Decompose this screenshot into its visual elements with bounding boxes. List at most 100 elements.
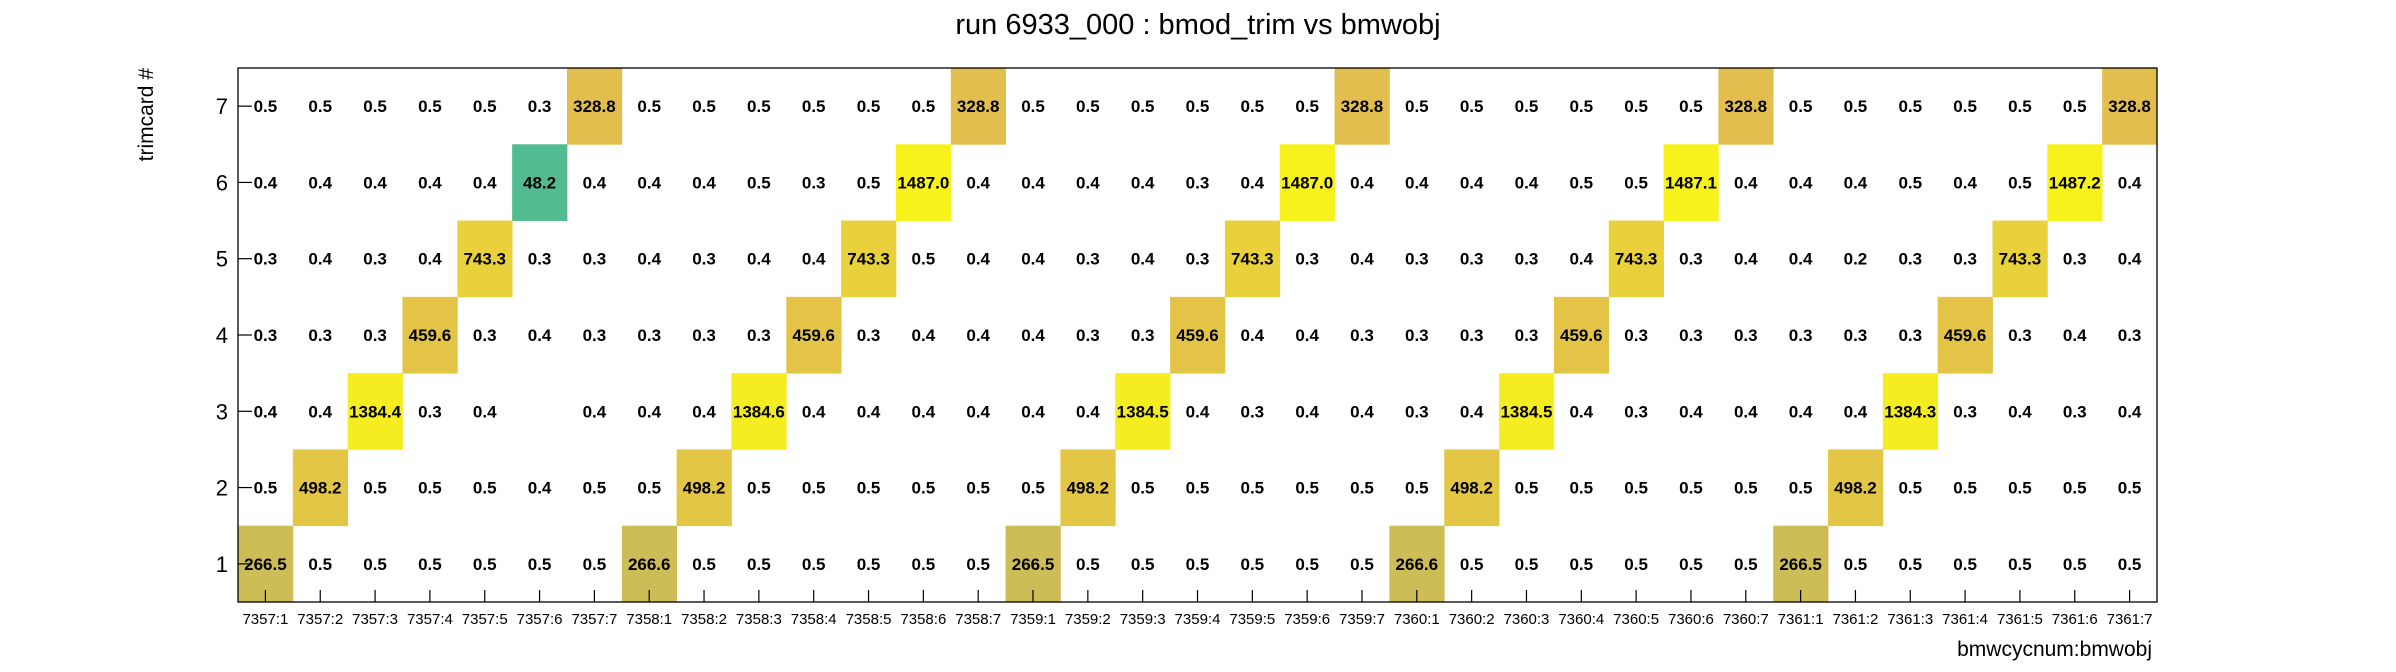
- x-tick-label: 7360:5: [1613, 611, 1659, 628]
- cell-value-label: 0.3: [2008, 326, 2032, 345]
- cell-value-label: 0.5: [308, 97, 332, 116]
- cell-value-label: 0.4: [1076, 402, 1100, 421]
- heatmap-cell: [347, 373, 403, 450]
- cell-value-label: 266.5: [244, 555, 287, 574]
- cell-value-label: 0.4: [747, 250, 771, 269]
- cell-value-label: 459.6: [409, 326, 452, 345]
- cell-value-label: 0.5: [1021, 479, 1045, 498]
- cell-value-label: 0.5: [1953, 555, 1977, 574]
- x-tick-label: 7357:7: [571, 611, 617, 628]
- x-tick-label: 7358:1: [626, 611, 672, 628]
- cell-value-label: 0.4: [308, 402, 332, 421]
- x-tick-label: 7358:5: [846, 611, 892, 628]
- cell-value-label: 0.5: [2008, 555, 2032, 574]
- cell-value-label: 0.3: [1131, 326, 1155, 345]
- cell-value-label: 0.5: [1789, 97, 1813, 116]
- cell-value-label: 266.5: [1779, 555, 1822, 574]
- x-tick-label: 7360:4: [1558, 611, 1604, 628]
- cell-value-label: 498.2: [299, 479, 342, 498]
- cell-value-label: 498.2: [1834, 479, 1877, 498]
- cell-value-label: 0.4: [966, 250, 990, 269]
- cell-value-label: 1384.5: [1500, 402, 1552, 421]
- y-tick-label: 3: [216, 399, 228, 424]
- cell-value-label: 0.5: [1460, 97, 1484, 116]
- cell-value-label: 498.2: [683, 479, 726, 498]
- cell-value-label: 0.4: [418, 173, 442, 192]
- x-tick-label: 7358:4: [791, 611, 837, 628]
- cell-value-label: 0.3: [1515, 326, 1539, 345]
- cell-value-label: 743.3: [847, 250, 890, 269]
- cell-value-label: 0.5: [1898, 479, 1922, 498]
- cell-value-label: 0.5: [857, 173, 881, 192]
- cell-value-label: 0.3: [418, 402, 442, 421]
- cell-value-label: 0.3: [363, 326, 387, 345]
- cell-value-label: 0.4: [1241, 326, 1265, 345]
- cell-value-label: 0.4: [254, 173, 278, 192]
- cell-value-label: 328.8: [1725, 97, 1768, 116]
- cell-value-label: 0.5: [802, 479, 826, 498]
- cell-value-label: 0.4: [1734, 250, 1758, 269]
- cell-value-label: 0.4: [308, 250, 332, 269]
- cell-value-label: 0.3: [528, 250, 552, 269]
- cell-value-label: 328.8: [573, 97, 616, 116]
- heatmap-cell: [1499, 373, 1555, 450]
- cell-value-label: 0.3: [637, 326, 661, 345]
- x-tick-label: 7357:3: [352, 611, 398, 628]
- cell-value-label: 0.3: [254, 250, 278, 269]
- cell-value-label: 0.3: [1076, 250, 1100, 269]
- cell-value-label: 0.5: [1186, 97, 1210, 116]
- x-tick-label: 7361:4: [1942, 611, 1988, 628]
- cell-value-label: 0.5: [1405, 479, 1429, 498]
- cell-value-label: 0.5: [2118, 479, 2142, 498]
- cell-value-label: 743.3: [1615, 250, 1658, 269]
- cell-value-label: 0.5: [583, 479, 607, 498]
- cell-value-label: 0.3: [1186, 250, 1210, 269]
- cell-value-label: 1384.4: [349, 402, 402, 421]
- cell-value-label: 266.5: [1012, 555, 1055, 574]
- cell-value-label: 1384.5: [1117, 402, 1169, 421]
- cell-value-label: 0.3: [363, 250, 387, 269]
- cell-value-label: 0.3: [1350, 326, 1374, 345]
- cell-value-label: 459.6: [1176, 326, 1219, 345]
- x-tick-label: 7359:5: [1229, 611, 1275, 628]
- cell-value-label: 0.4: [802, 250, 826, 269]
- cell-value-label: 0.5: [1076, 97, 1100, 116]
- cell-value-label: 0.4: [966, 326, 990, 345]
- cell-value-label: 0.5: [1515, 97, 1539, 116]
- cell-value-label: 1384.6: [733, 402, 785, 421]
- cell-value-label: 0.5: [473, 479, 497, 498]
- cell-value-label: 0.4: [1350, 402, 1374, 421]
- cell-value-label: 0.4: [1021, 402, 1045, 421]
- cell-value-label: 0.5: [1405, 97, 1429, 116]
- cell-value-label: 0.4: [1021, 250, 1045, 269]
- cell-value-label: 0.5: [912, 250, 936, 269]
- cell-value-label: 0.5: [857, 555, 881, 574]
- cell-value-label: 0.5: [1734, 479, 1758, 498]
- heatmap-cell: [1444, 449, 1500, 527]
- heatmap-cell: [1773, 525, 1829, 603]
- cell-value-label: 0.5: [363, 97, 387, 116]
- cell-value-label: 0.4: [1021, 326, 1045, 345]
- cell-value-label: 0.5: [802, 97, 826, 116]
- cell-value-label: 0.5: [637, 97, 661, 116]
- y-tick-label: 7: [216, 94, 228, 119]
- cell-value-label: 0.3: [2118, 326, 2142, 345]
- heatmap-cell: [950, 68, 1006, 145]
- cell-value-label: 0.5: [308, 555, 332, 574]
- cell-value-label: 0.5: [1131, 479, 1155, 498]
- cell-value-label: 0.3: [473, 326, 497, 345]
- cell-value-label: 0.3: [1460, 250, 1484, 269]
- cell-value-label: 0.4: [2008, 402, 2032, 421]
- x-tick-label: 7361:1: [1778, 611, 1824, 628]
- cell-value-label: 0.5: [692, 555, 716, 574]
- cell-value-label: 0.5: [692, 97, 716, 116]
- cell-value-label: 0.5: [802, 555, 826, 574]
- x-tick-label: 7360:7: [1723, 611, 1769, 628]
- cell-value-label: 1487.2: [2049, 173, 2101, 192]
- cell-value-label: 0.5: [1295, 479, 1319, 498]
- cell-value-label: 0.5: [254, 97, 278, 116]
- cell-value-label: 0.5: [1350, 555, 1374, 574]
- cell-value-label: 0.5: [254, 479, 278, 498]
- heatmap-cell: [1992, 220, 2048, 298]
- cell-value-label: 0.5: [1569, 173, 1593, 192]
